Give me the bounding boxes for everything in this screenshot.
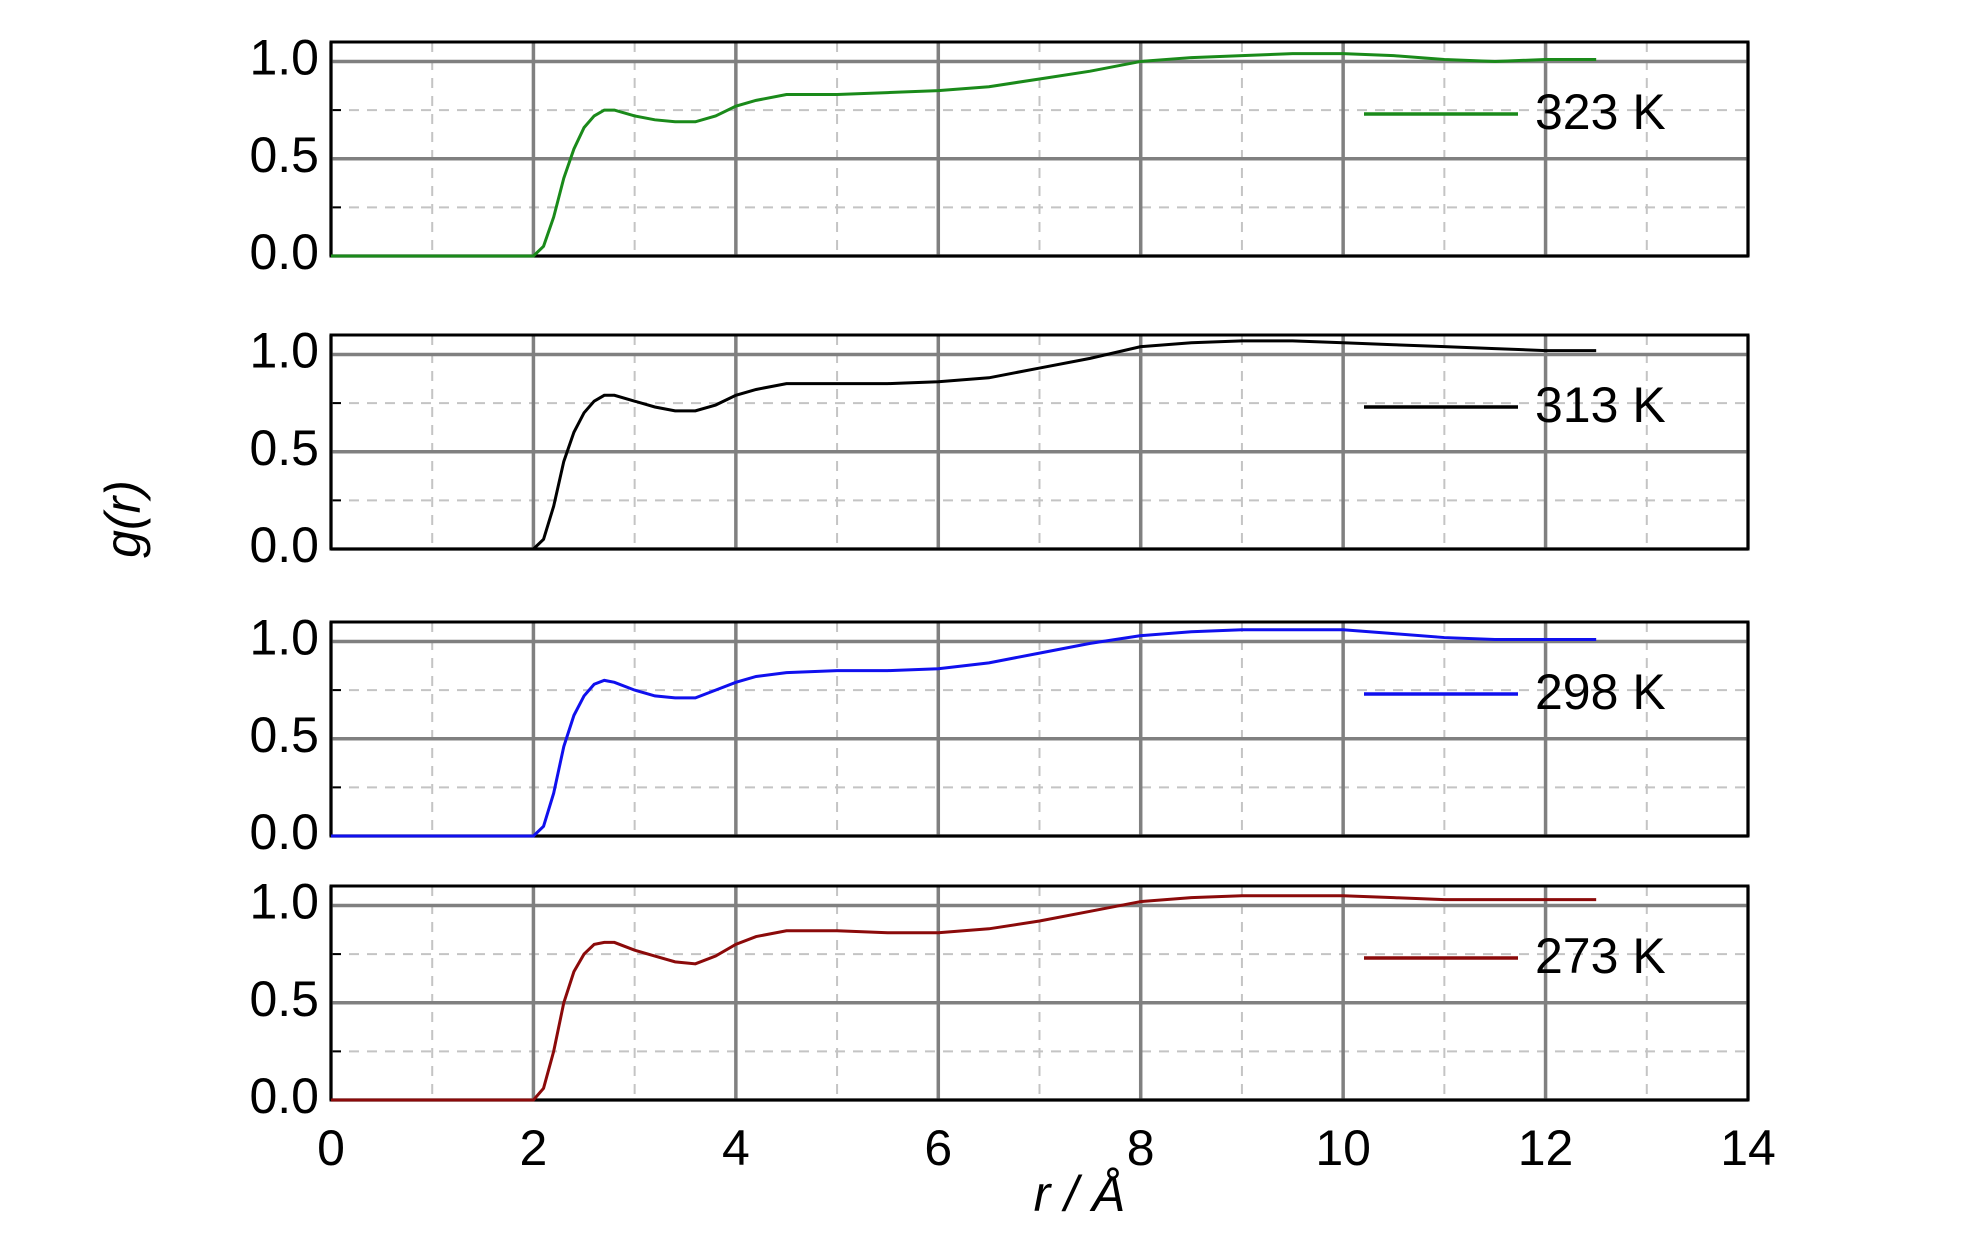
y-tick-label: 1.0 (249, 610, 319, 666)
y-tick-label: 1.0 (249, 323, 319, 379)
x-tick-label: 8 (1127, 1120, 1155, 1176)
y-tick-label: 0.0 (249, 1068, 319, 1124)
plot-frame (329, 620, 1750, 838)
line (331, 894, 1597, 1102)
y-tick-label: 0.5 (249, 127, 319, 183)
y-tick-label: 1.0 (249, 874, 319, 930)
x-tick-label: 2 (520, 1120, 548, 1176)
x-tick-label: 4 (722, 1120, 750, 1176)
y-tick-label: 0.0 (249, 224, 319, 280)
line (331, 52, 1597, 258)
y-tick-label: 0.5 (249, 420, 319, 476)
y-tick-label: 0.5 (249, 971, 319, 1027)
plot-frame (329, 333, 1750, 551)
y-tick-label: 0.0 (249, 517, 319, 573)
plot-frame (329, 884, 1750, 1102)
y-tick-label: 0.0 (249, 804, 319, 860)
y-axis-label: g(r) (95, 480, 151, 558)
x-tick-label: 6 (924, 1120, 952, 1176)
line (331, 628, 1597, 838)
legend-label: 313 K (1535, 377, 1666, 433)
x-tick-label: 14 (1720, 1120, 1776, 1176)
y-tick-label: 1.0 (249, 30, 319, 86)
legend-label: 273 K (1535, 928, 1666, 984)
legend-label: 298 K (1535, 664, 1666, 720)
line (331, 339, 1597, 551)
legend-label: 323 K (1535, 84, 1666, 140)
y-tick-label: 0.5 (249, 707, 319, 763)
x-tick-label: 10 (1315, 1120, 1371, 1176)
x-tick-label: 12 (1518, 1120, 1574, 1176)
x-tick-label: 0 (317, 1120, 345, 1176)
plot-frame (329, 40, 1750, 258)
x-axis-label: r / Å (1034, 1166, 1126, 1222)
